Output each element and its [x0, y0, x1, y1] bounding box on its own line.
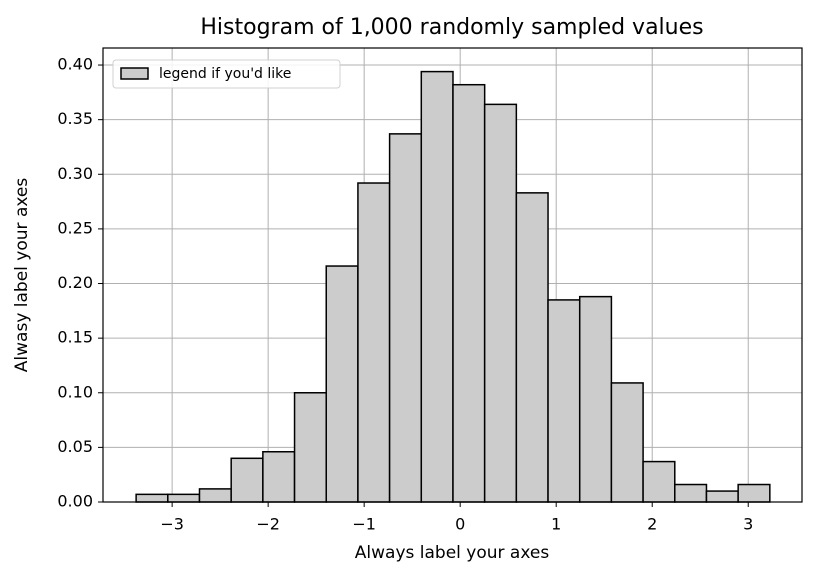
bar [420, 70, 454, 503]
bar [515, 192, 549, 503]
y-tick-label: 0.00 [57, 492, 93, 511]
bar [610, 382, 644, 503]
bar [198, 488, 232, 503]
legend-swatch [120, 67, 149, 80]
bar [642, 460, 676, 503]
x-tick-label: 0 [455, 515, 465, 534]
bar [674, 483, 708, 503]
bar [357, 182, 391, 503]
y-tick-label: 0.15 [57, 328, 93, 347]
bar [262, 450, 296, 503]
x-tick-label: 3 [743, 515, 753, 534]
x-tick-label: 2 [647, 515, 657, 534]
bar [167, 493, 201, 503]
x-axis-label: Always label your axes [355, 543, 550, 563]
y-tick-label: 0.25 [57, 218, 93, 237]
y-tick-label: 0.35 [57, 109, 93, 128]
bar [578, 295, 613, 503]
bar [293, 392, 327, 503]
y-tick-label: 0.05 [57, 437, 93, 456]
x-tick-label: 1 [551, 515, 561, 534]
y-tick-label: 0.10 [57, 382, 93, 401]
bar [135, 493, 169, 503]
y-tick-label: 0.40 [57, 55, 93, 74]
x-tick-label: −3 [160, 515, 184, 534]
x-tick-label: −2 [256, 515, 280, 534]
legend-box [112, 59, 341, 89]
legend-label: legend if you'd like [159, 66, 291, 82]
chart-title: Histogram of 1,000 randomly sampled valu… [200, 15, 703, 40]
bar [705, 490, 739, 503]
x-tick-label: −1 [352, 515, 376, 534]
bar [483, 103, 518, 503]
y-tick-label: 0.30 [57, 164, 93, 183]
y-tick-label: 0.20 [57, 273, 93, 292]
bar [230, 457, 264, 503]
y-axis-label: Alwasy label your axes [12, 178, 32, 373]
bar [325, 265, 359, 503]
bar [737, 483, 771, 503]
bar [452, 83, 486, 503]
bar [547, 299, 581, 503]
plot-frame [102, 47, 803, 503]
bar [388, 133, 423, 503]
